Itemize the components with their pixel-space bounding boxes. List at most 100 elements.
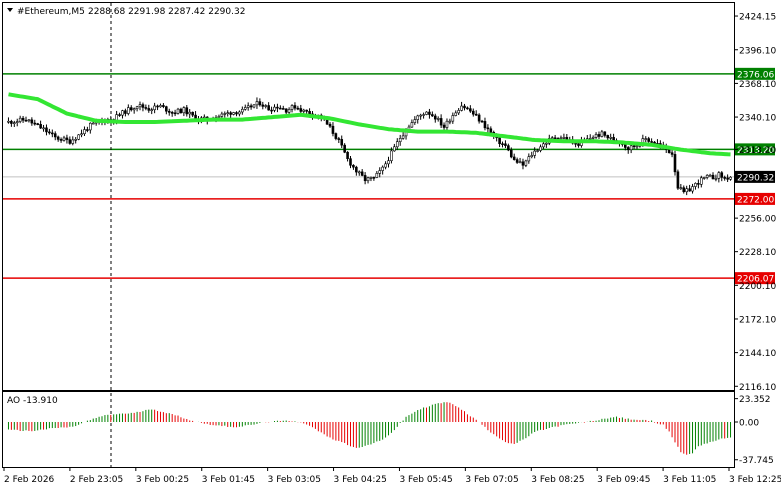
candle-body <box>127 107 130 114</box>
candle-body <box>89 122 92 131</box>
candle <box>480 119 484 123</box>
candle <box>33 119 37 126</box>
candle <box>410 119 414 128</box>
candle-body <box>632 145 636 148</box>
candle-body <box>425 111 428 115</box>
candle-body <box>670 152 674 155</box>
candle-body <box>176 108 180 114</box>
candle-body <box>591 137 595 139</box>
candle-body <box>261 104 265 107</box>
candle-body <box>279 107 282 110</box>
candle <box>30 117 34 126</box>
candle <box>252 104 256 109</box>
candle <box>135 105 139 112</box>
candle-body <box>433 115 437 120</box>
candle-body <box>562 137 566 139</box>
candle <box>229 111 232 119</box>
candle-body <box>711 174 715 180</box>
candle-body <box>135 106 139 109</box>
candle <box>188 109 192 119</box>
candle-body <box>226 112 230 114</box>
candle <box>700 175 703 188</box>
candle <box>460 101 463 112</box>
candle-body <box>173 112 177 115</box>
candle <box>223 111 227 118</box>
candle-body <box>185 107 189 115</box>
candle-body <box>349 158 352 166</box>
candle-body <box>235 112 238 115</box>
candle-body <box>507 145 510 151</box>
moving-average-layer <box>8 92 731 157</box>
ao-axis: 23.352 0.00 -37.745 <box>734 395 774 466</box>
candle <box>18 115 22 124</box>
candle <box>235 111 238 117</box>
candle <box>431 111 434 117</box>
moving-average-line <box>8 92 731 157</box>
candle-body <box>24 119 28 122</box>
candle-body <box>121 110 124 116</box>
candle <box>261 101 265 110</box>
candle <box>77 134 80 141</box>
candle-body <box>498 137 501 145</box>
candle-body <box>542 143 545 148</box>
candle-body <box>650 141 653 143</box>
price-tick-label: 2313.20 <box>739 146 776 156</box>
candle-body <box>451 115 455 122</box>
candle-body <box>729 176 732 180</box>
candle <box>334 132 338 141</box>
candle-body <box>416 115 420 120</box>
candle-body <box>77 134 80 140</box>
candle-body <box>697 183 700 185</box>
candle <box>13 120 16 127</box>
candle-body <box>331 125 335 134</box>
candle <box>10 119 13 127</box>
candle-body <box>27 119 31 122</box>
candle <box>682 185 686 194</box>
candle <box>296 105 300 111</box>
candle-body <box>241 108 244 113</box>
candle <box>241 106 244 115</box>
candle <box>89 122 92 134</box>
current-price-tag <box>735 170 775 183</box>
candle-body <box>717 172 721 179</box>
candle-body <box>448 120 452 123</box>
ao-indicator-label: AO -13.910 <box>7 396 58 406</box>
candle <box>442 122 446 131</box>
candle-body <box>355 166 358 173</box>
candle-body <box>267 105 270 111</box>
candle <box>714 174 718 182</box>
price-axis: 2424.15 2396.10 2368.10 2340.10 2313.20 2256.… <box>734 13 776 393</box>
candle-body <box>191 111 194 116</box>
candle-body <box>521 161 525 166</box>
candle-body <box>363 175 367 182</box>
candle-body <box>33 122 37 125</box>
candle <box>284 108 288 115</box>
candle <box>226 110 230 117</box>
candle <box>349 155 352 169</box>
candle <box>328 122 332 128</box>
candle <box>369 176 373 182</box>
candle <box>600 129 604 138</box>
candle-body <box>471 110 475 115</box>
candle-body <box>702 177 706 179</box>
candle-body <box>515 159 519 163</box>
dropdown-arrow-icon[interactable] <box>7 8 13 12</box>
candle <box>647 136 650 144</box>
candle <box>562 133 566 140</box>
candle <box>697 179 700 189</box>
candle-body <box>550 137 554 140</box>
level-label-1: 2313.20 <box>737 146 774 156</box>
candle-body <box>422 114 425 116</box>
candle-body <box>39 124 42 129</box>
candle-body <box>223 113 227 115</box>
candle-body <box>45 127 48 133</box>
candle <box>422 112 425 119</box>
candle-body <box>270 109 273 112</box>
candle <box>173 109 177 117</box>
candle-body <box>428 111 431 115</box>
candle <box>702 176 706 180</box>
candle <box>59 137 63 143</box>
candle <box>279 105 282 110</box>
candle <box>331 122 335 137</box>
